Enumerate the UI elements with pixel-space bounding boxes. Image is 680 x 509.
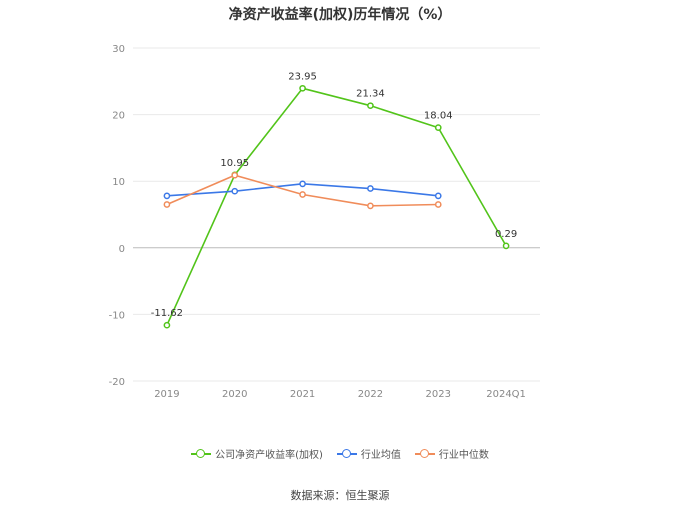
data-label: 23.95 [288, 71, 317, 82]
x-tick-label: 2023 [426, 389, 451, 400]
data-point [299, 180, 306, 188]
data-point [434, 124, 442, 132]
series-line-2 [166, 174, 439, 207]
legend-label: 行业均值 [360, 450, 401, 461]
data-source: 数据来源：恒生聚源 [290, 489, 390, 502]
legend-label: 公司净资产收益率(加权) [215, 450, 323, 461]
y-tick-label: -20 [109, 377, 125, 388]
legend-swatch [191, 448, 212, 459]
data-point [163, 321, 171, 329]
chart-legend: 公司净资产收益率(加权) 行业均值 行业中位数 [0, 446, 680, 461]
data-point [367, 202, 374, 210]
x-tick-label: 2021 [290, 389, 315, 400]
y-tick-label: 20 [112, 111, 125, 122]
legend-item[interactable]: 行业均值 [336, 446, 401, 461]
chart-title: 净资产收益率(加权)历年情况（%） [228, 7, 452, 23]
data-point [163, 201, 171, 208]
data-label: -11.62 [151, 308, 183, 319]
y-tick-label: 30 [112, 44, 125, 55]
legend-item[interactable]: 行业中位数 [414, 446, 489, 461]
data-point [299, 84, 306, 92]
data-point [367, 102, 374, 110]
data-point [231, 171, 239, 179]
data-label: 0.29 [495, 229, 517, 240]
data-label: 18.04 [424, 111, 453, 122]
legend-label: 行业中位数 [438, 450, 489, 461]
y-tick-label: -10 [109, 310, 125, 321]
data-point [434, 192, 442, 200]
legend-item[interactable]: 公司净资产收益率(加权) [191, 446, 323, 461]
data-label: 21.34 [356, 89, 385, 100]
data-point [231, 187, 239, 195]
data-point [367, 185, 374, 192]
legend-swatch [414, 448, 435, 459]
data-label: 10.95 [220, 158, 249, 169]
x-tick-label: 2020 [222, 389, 247, 400]
y-tick-label: 0 [119, 244, 125, 255]
y-tick-label: 10 [112, 177, 125, 188]
x-tick-label: 2024Q1 [486, 389, 526, 400]
x-tick-label: 2019 [154, 389, 179, 400]
data-point [502, 242, 510, 250]
data-point [163, 192, 171, 200]
data-point [299, 191, 306, 198]
x-tick-label: 2022 [358, 389, 383, 400]
legend-swatch [336, 448, 357, 459]
data-point [434, 201, 442, 208]
series-line-0 [166, 87, 507, 326]
